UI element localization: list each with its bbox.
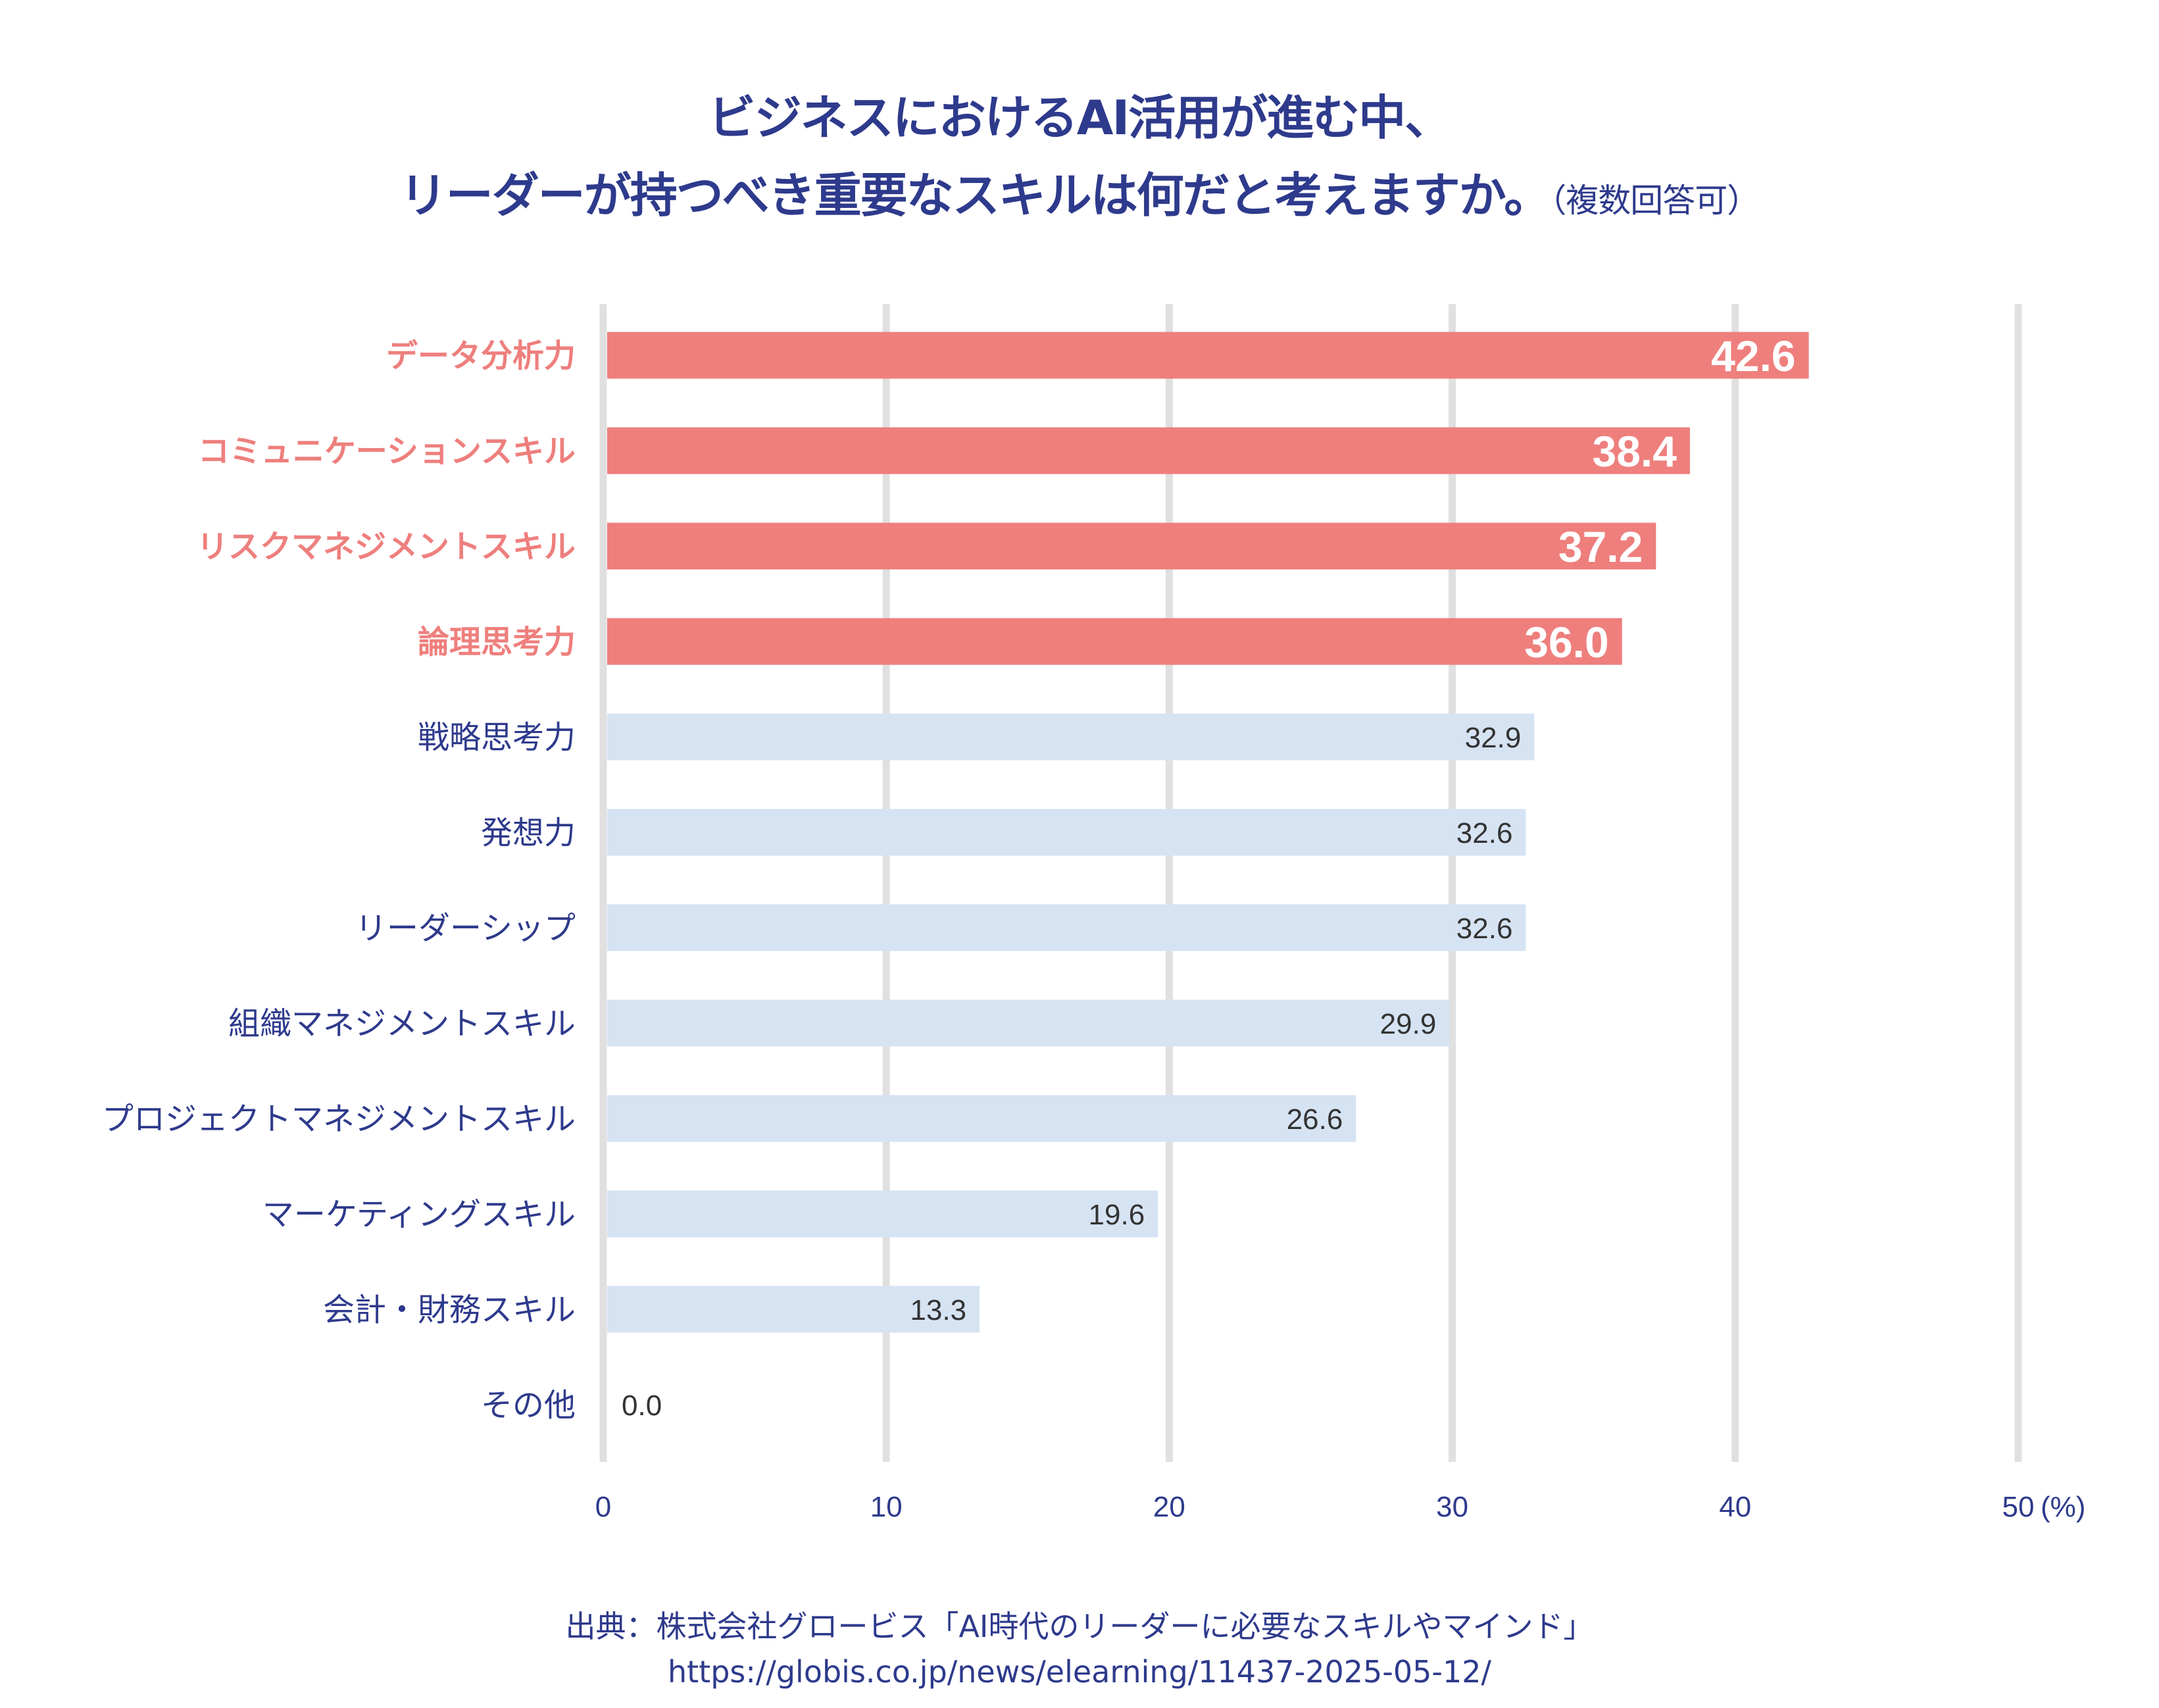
gridlines (599, 304, 2022, 1462)
bars (607, 332, 1809, 1333)
bar (607, 713, 1535, 761)
x-tick-labels: 0 10 20 30 40 50 (%) (595, 1491, 2086, 1523)
category-label: コミュニケーションスキル (198, 433, 576, 470)
value-label: 38.4 (1592, 427, 1677, 476)
x-unit-label: (%) (2041, 1491, 2085, 1523)
category-label: 組織マネジメントスキル (228, 1005, 576, 1042)
source-url[interactable]: https://globis.co.jp/news/elearning/1143… (667, 1654, 1492, 1690)
value-label: 13.3 (910, 1294, 967, 1326)
value-label: 36.0 (1524, 618, 1608, 666)
value-label: 32.9 (1465, 722, 1522, 754)
x-tick-label: 10 (870, 1491, 903, 1523)
x-tick-label: 20 (1153, 1491, 1185, 1523)
bar (607, 332, 1809, 379)
bar (607, 809, 1526, 856)
bar (607, 1095, 1356, 1142)
category-label: リスクマネジメントスキル (197, 528, 576, 565)
value-labels: 42.6 38.4 37.2 36.0 32.9 32.6 32.6 29.9 26.6 19.6… (622, 332, 1796, 1422)
x-tick-label: 0 (595, 1491, 611, 1523)
category-label: 発想力 (481, 815, 576, 851)
x-tick-label: 50 (2002, 1491, 2035, 1523)
value-label: 42.6 (1711, 332, 1795, 380)
bar (607, 427, 1690, 474)
category-label: 戦略思考力 (418, 719, 576, 756)
chart-title-main: リーダーが持つべき重要なスキルは何だと考えますか。 (399, 168, 1552, 223)
bar (607, 1190, 1158, 1238)
source-text: 出典：株式会社グロービス「AI時代のリーダーに必要なスキルやマインド」 (565, 1609, 1594, 1644)
category-label: マーケティングスキル (262, 1196, 576, 1233)
bar (607, 999, 1450, 1047)
value-label: 29.9 (1380, 1008, 1437, 1040)
chart-title-line-1: ビジネスにおけるAI活用が進む中、 (708, 90, 1452, 145)
value-label: 32.6 (1456, 913, 1513, 945)
category-label: 会計・財務スキル (323, 1292, 576, 1328)
value-label: 37.2 (1558, 522, 1643, 571)
x-tick-label: 30 (1436, 1491, 1468, 1523)
bar (607, 1286, 980, 1333)
bar (607, 618, 1622, 665)
category-label: リーダーシップ (355, 910, 576, 947)
x-tick-label: 40 (1719, 1491, 1751, 1523)
category-labels: データ分析力コミュニケーションスキルリスクマネジメントスキル論理思考力戦略思考力… (102, 338, 576, 1424)
bar (607, 522, 1656, 570)
bar (607, 904, 1526, 951)
category-label: その他 (481, 1387, 576, 1424)
category-label: データ分析力 (386, 338, 576, 374)
value-label: 26.6 (1287, 1103, 1343, 1136)
chart-title-line-2: リーダーが持つべき重要なスキルは何だと考えますか。（複数回答可） (0, 157, 2159, 226)
category-label: 論理思考力 (418, 624, 576, 661)
category-label: プロジェクトマネジメントスキル (102, 1101, 576, 1138)
chart-title-note: （複数回答可） (1550, 182, 1760, 220)
value-label: 32.6 (1456, 817, 1513, 849)
value-label: 0.0 (622, 1390, 662, 1422)
value-label: 19.6 (1089, 1199, 1145, 1231)
